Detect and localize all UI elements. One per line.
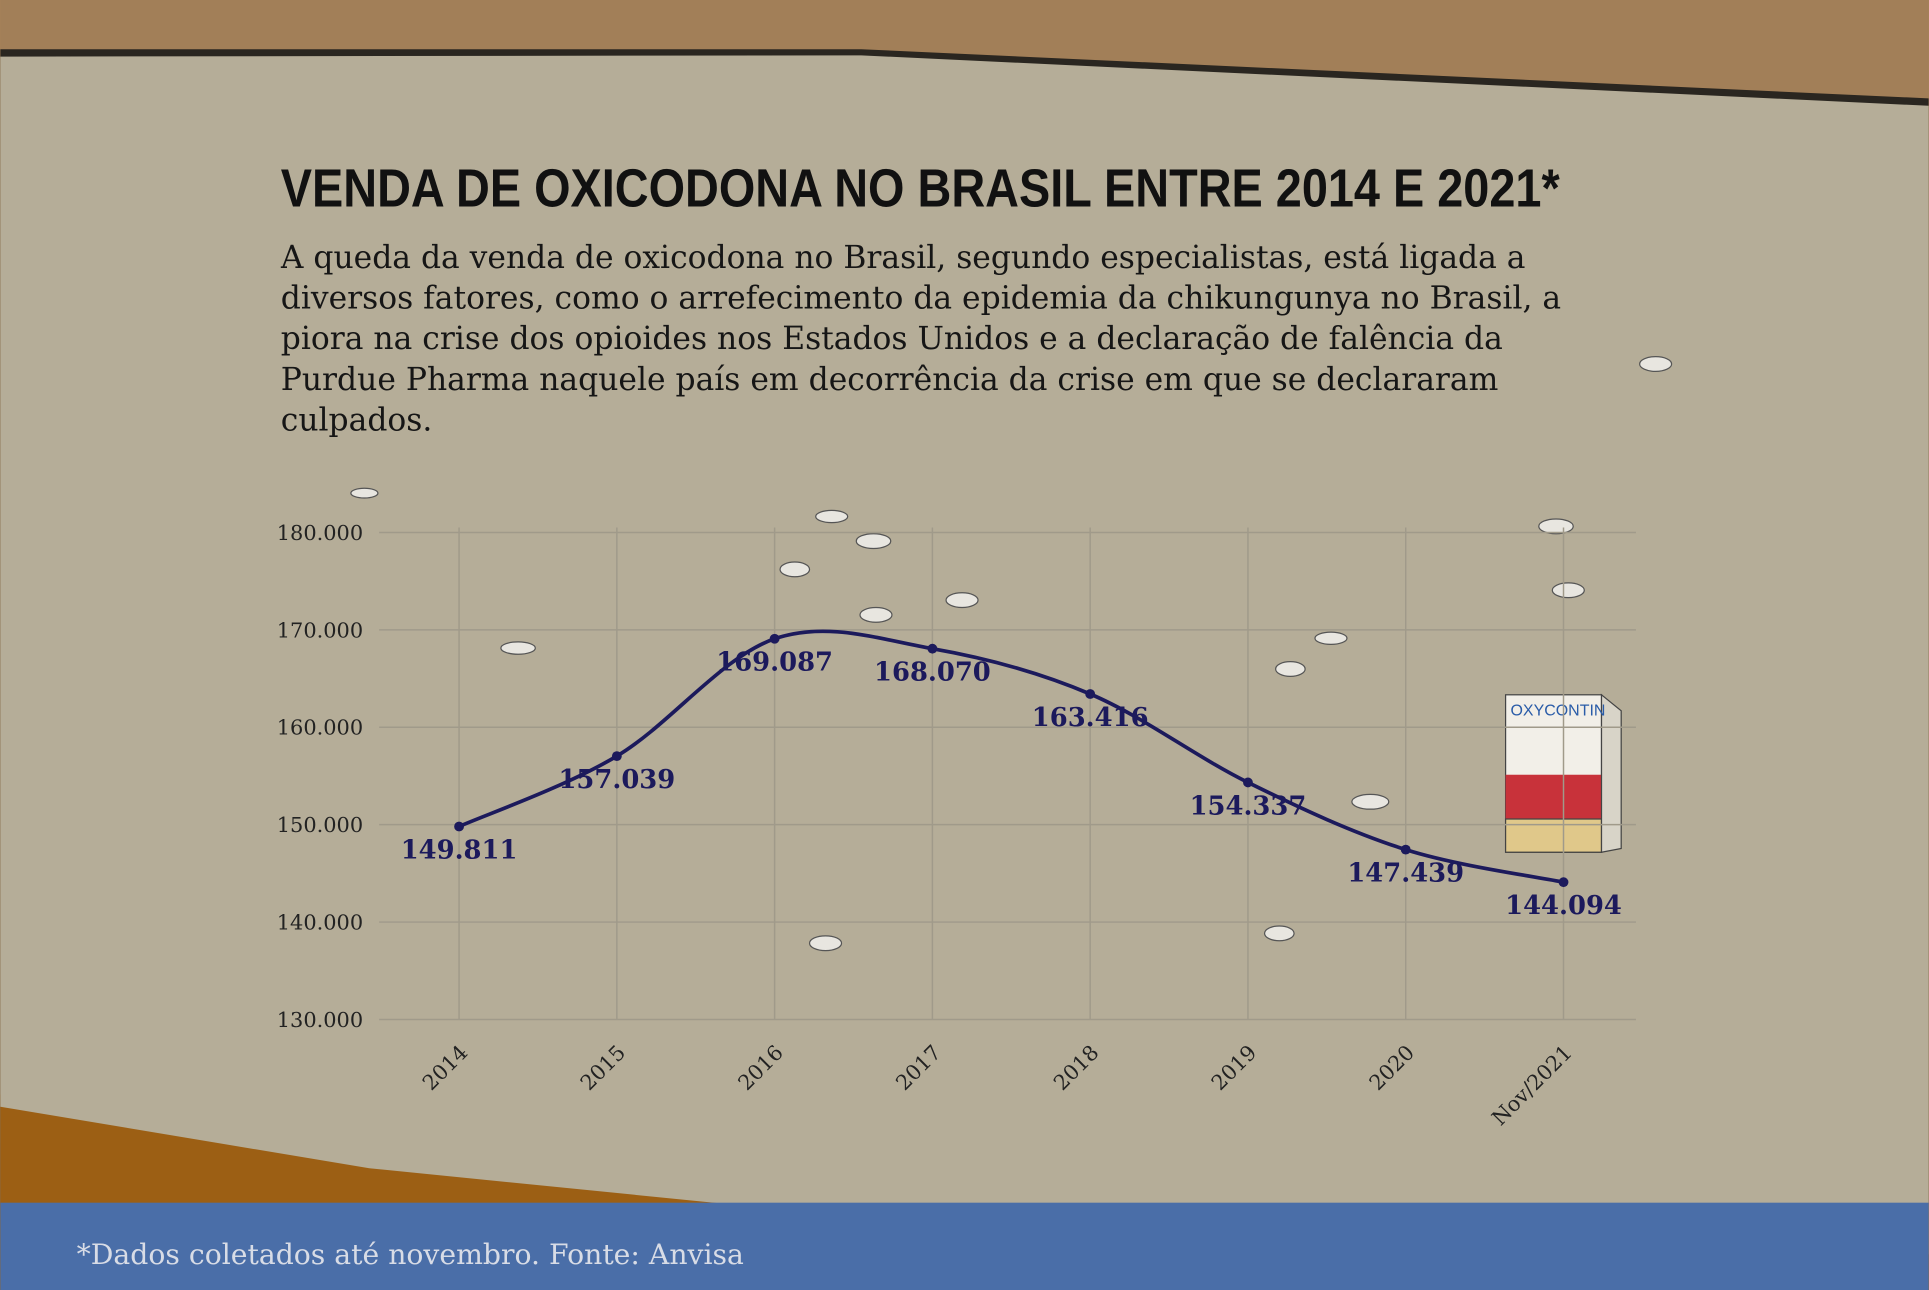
value-label: 144.094: [1505, 891, 1622, 921]
value-label: 147.439: [1347, 859, 1464, 889]
y-tick-label: 170.000: [277, 618, 363, 642]
point: [1400, 844, 1411, 855]
footnote: *Dados coletados até novembro. Fonte: An…: [77, 1238, 744, 1271]
value-label: 169.087: [716, 648, 833, 678]
point: [611, 751, 622, 762]
pills: [350, 356, 1673, 952]
value-label: 154.337: [1190, 791, 1307, 821]
line: [458, 629, 1564, 884]
subtitle: A queda da venda de oxicodona no Brasil,…: [280, 239, 1562, 440]
chart-title: VENDA DE OXICODONA NO BRASIL ENTRE 2014 …: [281, 159, 1560, 219]
subtitle-box: A queda da venda de oxicodona no Brasil,…: [280, 239, 1562, 440]
point: [1085, 689, 1096, 699]
y-tick-label: 150.000: [277, 813, 363, 837]
point: [1558, 877, 1569, 888]
paper: [0, 55, 1929, 1267]
value-label: 157.039: [558, 765, 675, 795]
pill-box-label: OXYCONTIN: [1511, 703, 1606, 720]
point: [927, 643, 938, 654]
y-tick-label: 130.000: [277, 1008, 363, 1032]
y-tick-label: 140.000: [277, 910, 363, 934]
y-tick-label: 160.000: [277, 716, 363, 740]
footer-band: [0, 1202, 1929, 1290]
point: [769, 633, 780, 644]
y-tick-label: 180.000: [277, 521, 363, 545]
point: [1243, 777, 1253, 788]
value-label: 149.811: [401, 835, 518, 865]
value-label: 168.070: [874, 658, 991, 688]
value-label: 163.416: [1032, 703, 1149, 733]
pill-box: OXYCONTIN: [1504, 693, 1622, 853]
point: [454, 821, 464, 832]
